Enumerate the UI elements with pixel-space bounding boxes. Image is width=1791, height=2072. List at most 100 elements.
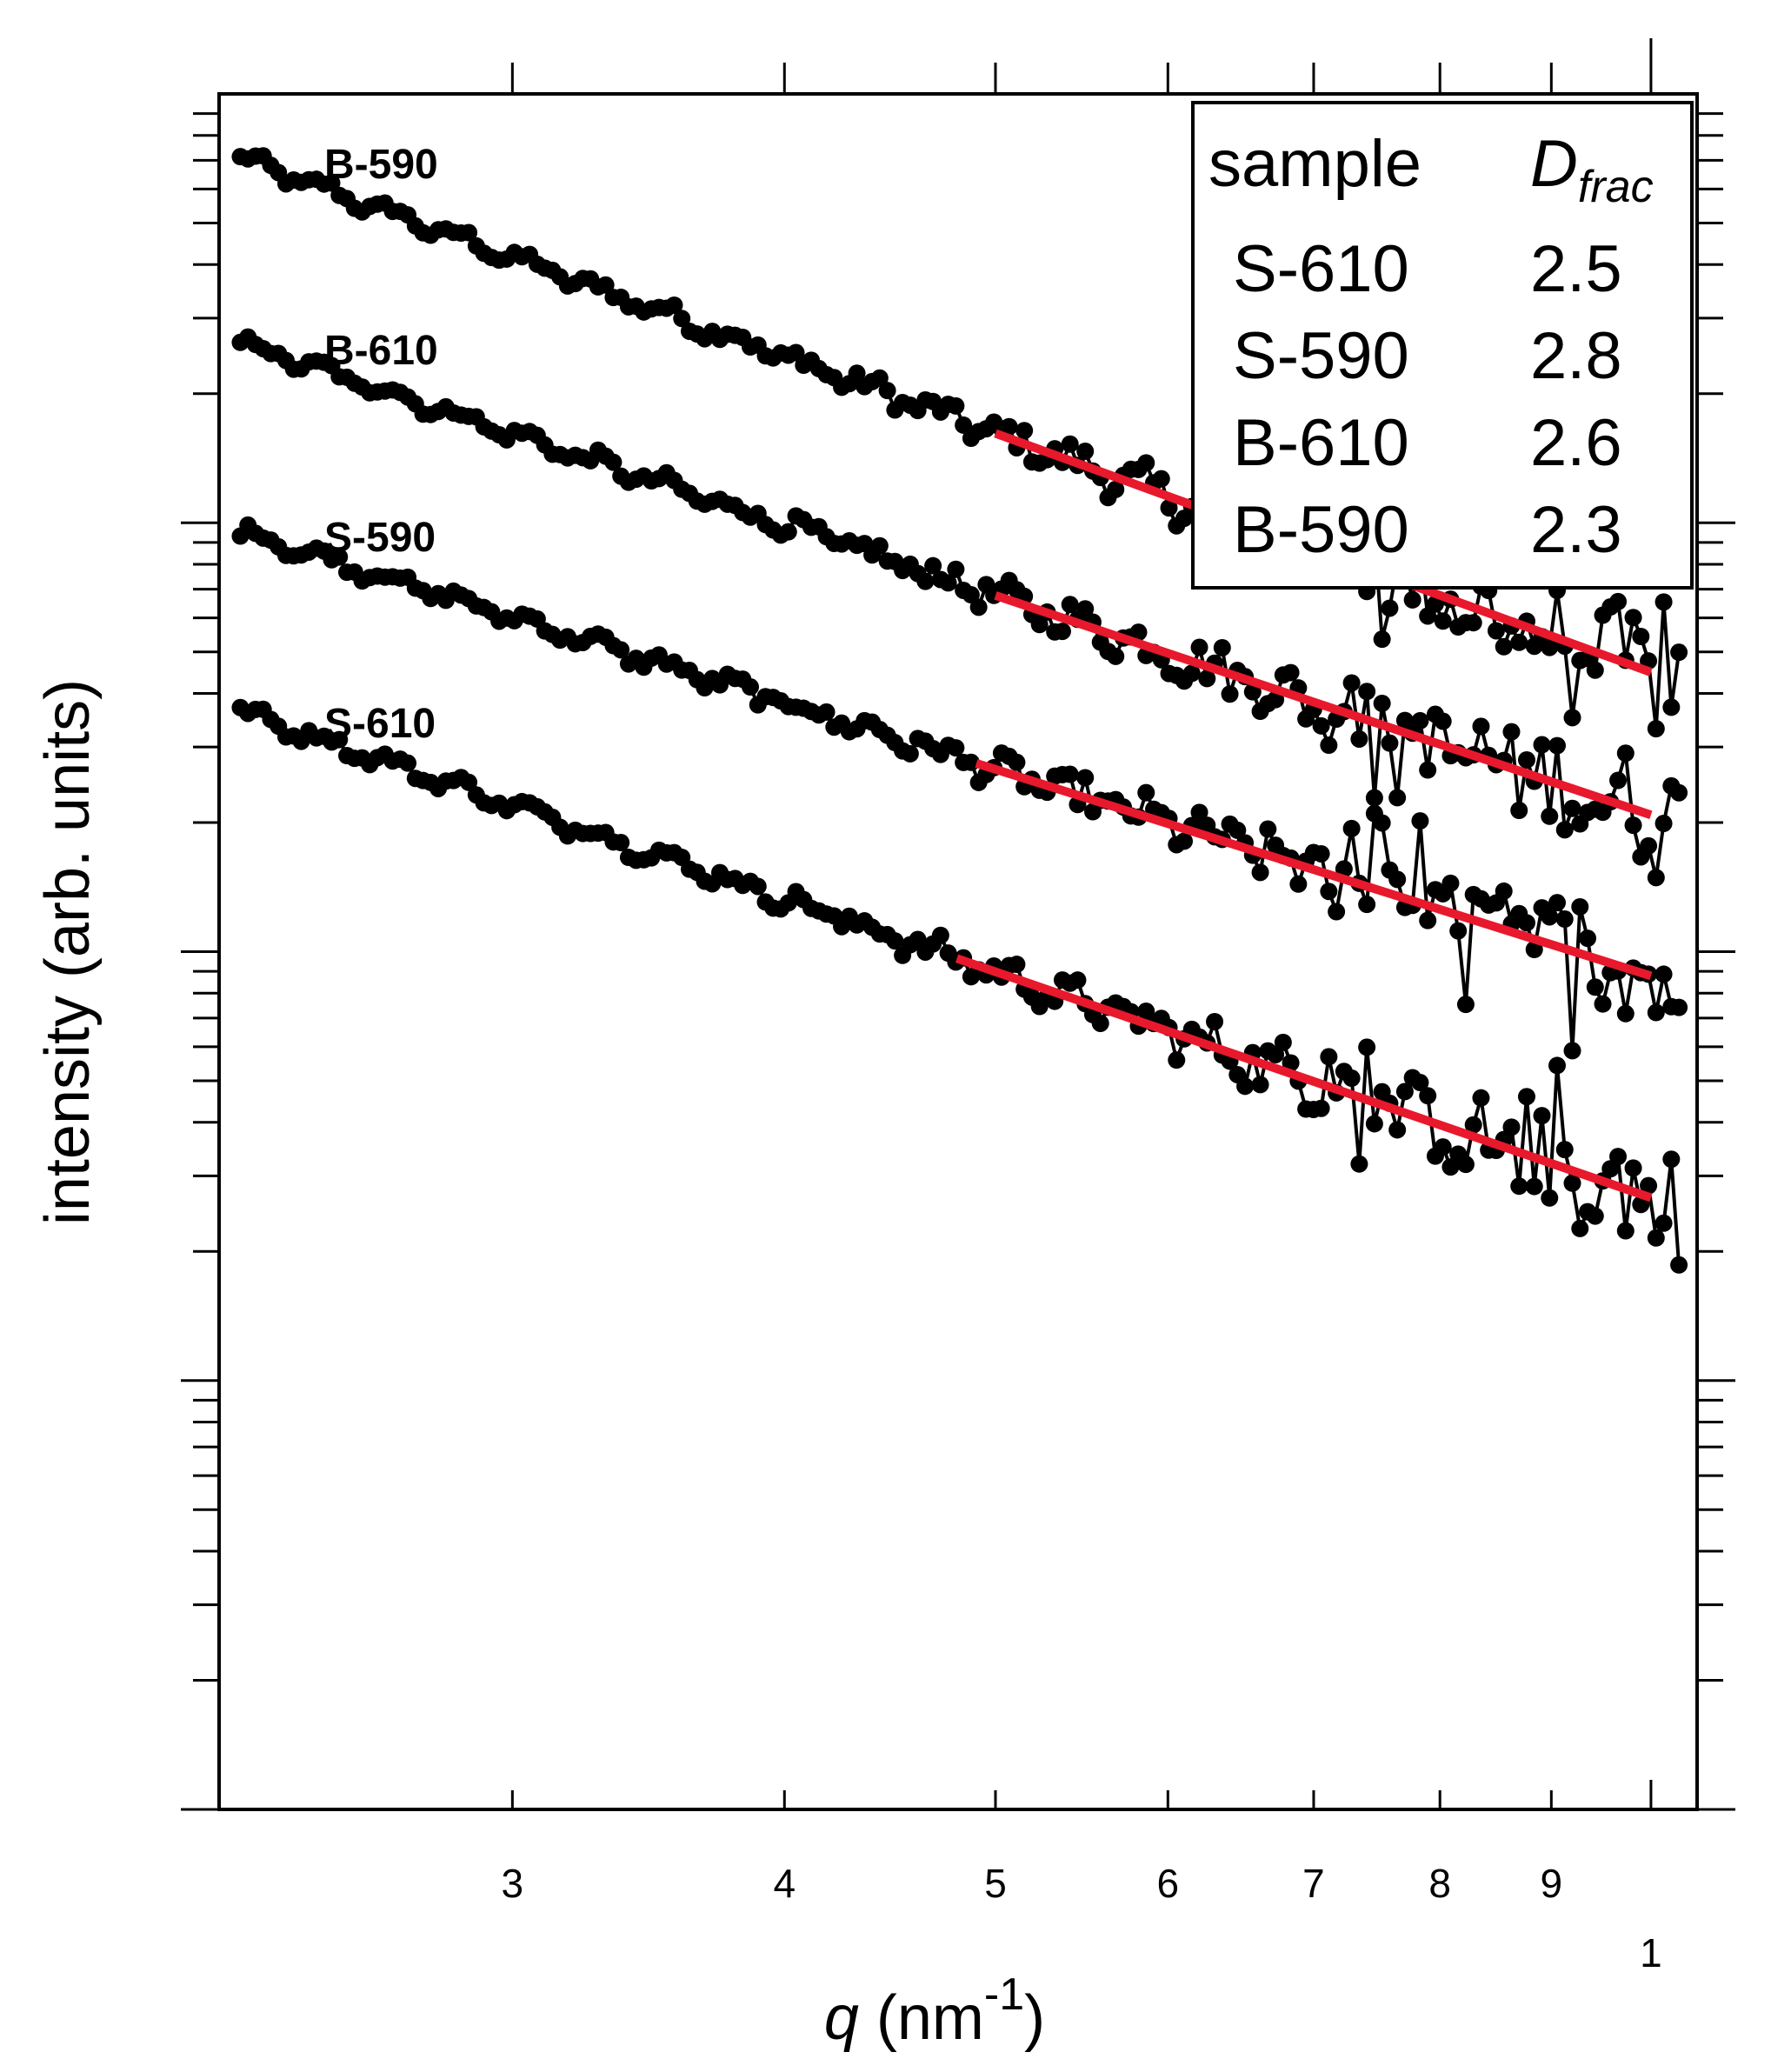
series-label-s-610: S-610 — [324, 701, 436, 747]
data-point — [1624, 609, 1642, 627]
data-point — [1586, 978, 1604, 996]
data-point — [1381, 734, 1399, 752]
y-axis-label: intensity (arb. units) — [33, 679, 103, 1225]
data-point — [1076, 769, 1095, 787]
data-point — [1312, 844, 1330, 863]
fit-line-s-610 — [955, 954, 1653, 1203]
x-tick-label: 9 — [1541, 1861, 1563, 1906]
data-point — [947, 739, 965, 757]
legend-box: sample Dfrac S-610 2.5 S-590 2.8 B-610 2… — [1191, 101, 1694, 590]
data-point — [1449, 922, 1468, 940]
data-point — [1175, 832, 1194, 850]
data-point — [1000, 417, 1018, 436]
data-point — [1091, 1014, 1109, 1032]
data-point — [1502, 1118, 1521, 1136]
data-point — [460, 773, 478, 791]
data-series-layer — [231, 147, 1688, 1274]
data-point — [1069, 971, 1087, 989]
data-point — [1662, 698, 1681, 716]
data-point — [1563, 799, 1581, 817]
data-point — [1320, 883, 1338, 901]
legend-sample-s-590: S-590 — [1233, 319, 1409, 393]
data-point — [1236, 1077, 1255, 1096]
data-point — [1312, 716, 1330, 735]
data-point — [1655, 1214, 1673, 1232]
data-point — [1487, 622, 1505, 640]
data-point — [1381, 599, 1399, 617]
data-point — [1061, 435, 1079, 453]
data-point — [939, 574, 957, 592]
minor-tick-marks — [181, 112, 1735, 1811]
data-point — [1289, 875, 1308, 893]
legend-frame — [1191, 101, 1694, 590]
legend-sample-s-610: S-610 — [1233, 232, 1409, 306]
data-point — [1541, 638, 1559, 656]
data-point — [1373, 814, 1391, 832]
data-point — [1008, 753, 1026, 771]
data-point — [1076, 443, 1095, 461]
legend-value-b-590: 2.3 — [1530, 493, 1622, 567]
data-point — [962, 586, 980, 604]
data-point — [1358, 896, 1376, 914]
data-point — [1616, 744, 1635, 763]
data-point — [1411, 812, 1429, 830]
data-point — [1586, 661, 1604, 679]
data-point — [1373, 694, 1391, 712]
data-point — [1533, 736, 1551, 754]
data-point — [604, 453, 623, 471]
data-point — [1594, 995, 1612, 1013]
data-point — [1168, 1051, 1186, 1069]
data-point — [1662, 1150, 1681, 1169]
data-point — [1579, 929, 1597, 948]
data-point — [1395, 711, 1414, 730]
plot-frame — [217, 92, 1699, 1811]
data-point — [399, 754, 417, 772]
data-point — [1441, 874, 1460, 892]
data-point — [1152, 470, 1170, 488]
data-point — [1517, 1088, 1535, 1106]
data-point — [924, 556, 942, 575]
data-point — [1616, 1222, 1635, 1240]
data-point — [969, 598, 988, 616]
data-point — [870, 536, 889, 555]
data-point — [1655, 593, 1673, 611]
data-point — [1388, 789, 1407, 807]
x-axis-ticks: 3 4 5 6 7 8 9 1 — [502, 38, 1662, 1975]
data-point — [596, 276, 615, 294]
data-point — [1419, 1087, 1437, 1105]
series-s-590 — [231, 516, 1688, 1060]
data-point — [1008, 956, 1026, 974]
data-point — [1472, 1089, 1490, 1107]
data-point — [1076, 600, 1095, 618]
x-tick-label: 8 — [1428, 1861, 1451, 1906]
data-point — [1571, 1219, 1589, 1237]
data-point — [1365, 1115, 1383, 1133]
data-point — [1563, 1174, 1581, 1192]
data-point — [1342, 674, 1361, 692]
data-point — [1441, 1158, 1460, 1176]
x-tick-label: 4 — [773, 1861, 796, 1906]
data-point — [1609, 1148, 1628, 1166]
data-point — [1670, 783, 1688, 802]
x-tick-label: 5 — [984, 1861, 1007, 1906]
data-point — [1190, 803, 1208, 822]
data-point — [1282, 1054, 1300, 1072]
data-point — [947, 560, 965, 578]
data-point — [1624, 1159, 1642, 1177]
data-point — [1282, 663, 1300, 682]
data-point — [1320, 1048, 1338, 1066]
data-point — [1213, 638, 1231, 656]
data-point — [1541, 1189, 1559, 1207]
data-point — [1548, 1056, 1567, 1075]
series-label-b-590: B-590 — [324, 142, 438, 188]
data-point — [779, 523, 797, 541]
series-b-590 — [231, 147, 1688, 738]
data-point — [1609, 771, 1628, 789]
data-point — [1647, 1229, 1665, 1247]
data-point — [330, 548, 349, 566]
data-point — [1563, 1042, 1581, 1060]
data-point — [1555, 910, 1574, 929]
data-point — [1182, 664, 1201, 683]
x-tick-label: 1 — [1640, 1930, 1662, 1975]
